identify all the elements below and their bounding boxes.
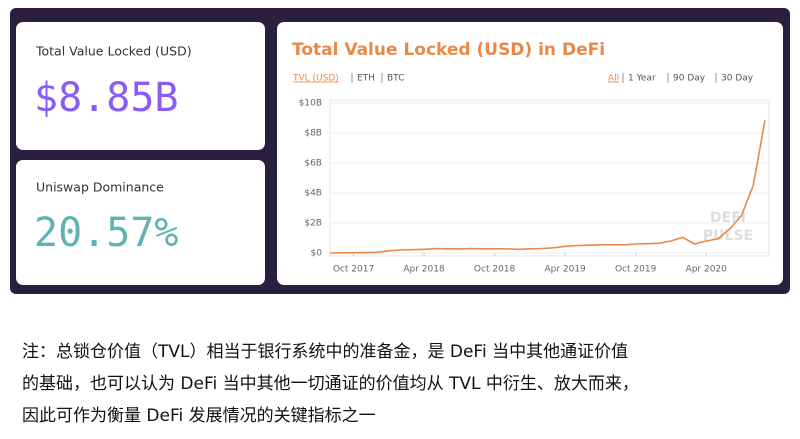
chart-title: Total Value Locked (USD) in DeFi (292, 40, 605, 60)
card (16, 22, 265, 150)
card-value: $8.85B (34, 75, 179, 121)
range-tab[interactable]: 90 Day (673, 74, 706, 84)
x-tick-label: Oct 2018 (474, 265, 516, 275)
x-tick-label: Apr 2018 (403, 265, 445, 275)
card (16, 160, 265, 285)
card-label: Uniswap Dominance (36, 180, 164, 195)
note-line: 的基础，也可以认为 DeFi 当中其他一切通证的价值均从 TVL 中衍生、放大而… (22, 374, 639, 394)
note-line: 注：总锁仓价值（TVL）相当于银行系统中的准备金，是 DeFi 当中其他通证价值 (22, 342, 628, 362)
range-tab[interactable]: 1 Year (628, 74, 656, 84)
y-tick-label: $2B (304, 219, 322, 229)
x-tick-label: Oct 2017 (333, 265, 374, 275)
range-tab[interactable]: All (608, 74, 619, 84)
card-value: 20.57% (34, 210, 179, 256)
chart-card (277, 22, 783, 285)
y-tick-label: $4B (304, 189, 322, 199)
card-label: Total Value Locked (USD) (35, 44, 192, 59)
plot-frame (329, 99, 770, 257)
watermark: DEFI (710, 210, 746, 226)
x-tick-label: Apr 2019 (544, 265, 586, 275)
x-tick-label: Apr 2020 (686, 265, 728, 275)
x-tick-label: Oct 2019 (615, 265, 657, 275)
line-series (329, 120, 766, 254)
tab[interactable]: TVL (USD) (292, 74, 339, 84)
y-tick-label: $6B (304, 159, 322, 169)
y-tick-label: $0 (311, 249, 323, 259)
range-tab[interactable]: 30 Day (721, 74, 754, 84)
y-tick-label: $8B (304, 129, 322, 139)
note-line: 因此可作为衡量 DeFi 发展情况的关键指标之一 (22, 406, 376, 426)
tab[interactable]: ETH (357, 74, 375, 84)
y-tick-label: $10B (299, 99, 322, 109)
tab[interactable]: BTC (387, 74, 404, 84)
